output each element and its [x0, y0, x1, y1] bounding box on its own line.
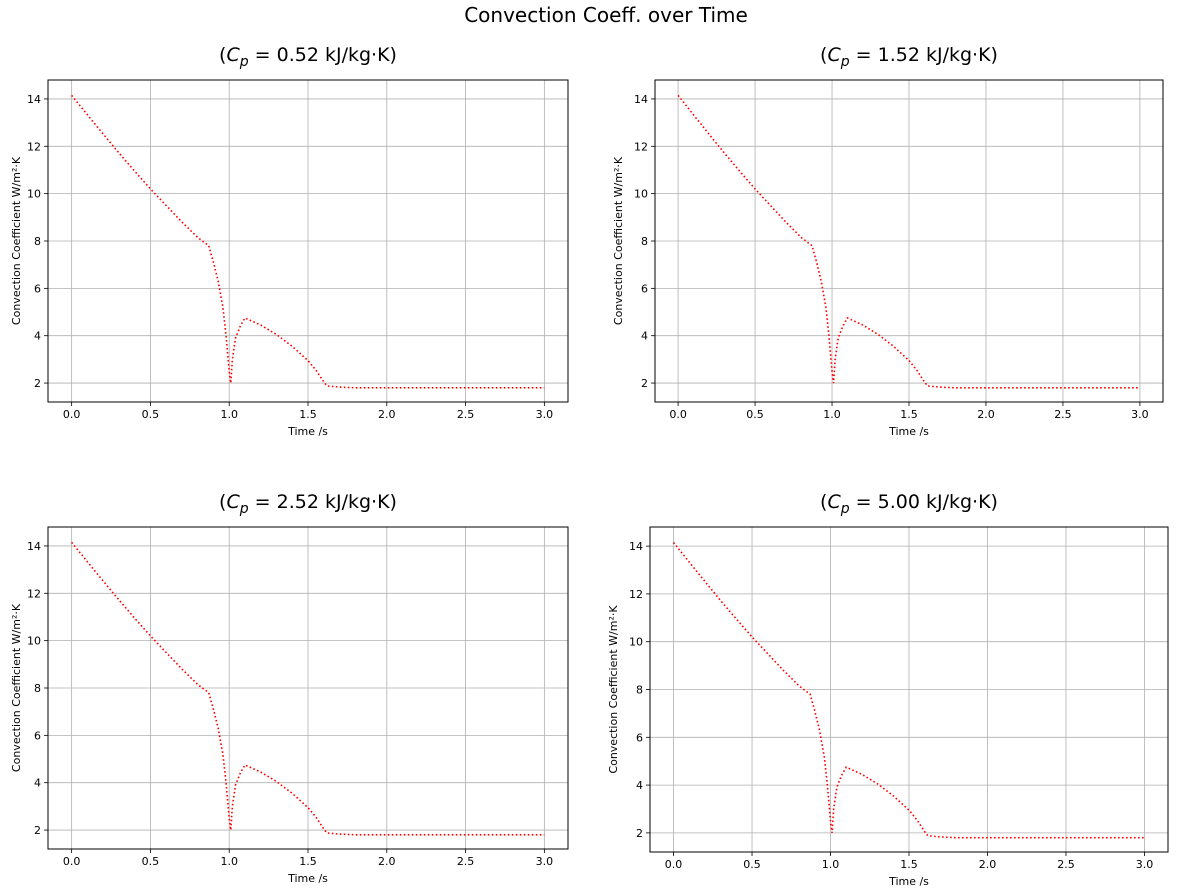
x-tick-label: 0.5 — [746, 408, 764, 421]
y-tick-label: 14 — [27, 93, 41, 106]
x-axis-label: Time /s — [888, 425, 929, 438]
y-tick-label: 14 — [629, 540, 643, 553]
y-axis-label: Convection Coefficient W/m²·K — [10, 156, 23, 325]
subplot-title: (Cp = 0.52 kJ/kg·K) — [219, 44, 397, 70]
y-tick-label: 10 — [634, 188, 648, 201]
x-tick-label: 1.5 — [900, 408, 918, 421]
x-axis-label: Time /s — [287, 872, 328, 885]
y-tick-label: 6 — [641, 282, 648, 295]
y-tick-label: 12 — [27, 587, 41, 600]
y-tick-label: 10 — [27, 188, 41, 201]
x-tick-label: 1.5 — [299, 408, 317, 421]
x-tick-label: 1.5 — [900, 858, 918, 871]
y-tick-label: 8 — [34, 682, 41, 695]
y-axis-label: Convection Coefficient W/m²·K — [607, 605, 620, 774]
x-tick-label: 3.0 — [536, 408, 554, 421]
x-tick-label: 0.5 — [142, 855, 160, 868]
y-tick-label: 12 — [27, 140, 41, 153]
x-tick-label: 2.0 — [378, 408, 396, 421]
y-tick-label: 4 — [636, 779, 643, 792]
x-tick-label: 3.0 — [1131, 408, 1149, 421]
y-tick-label: 2 — [641, 377, 648, 390]
y-tick-label: 6 — [34, 729, 41, 742]
x-tick-label: 1.5 — [299, 855, 317, 868]
y-tick-label: 14 — [27, 540, 41, 553]
x-tick-label: 0.5 — [142, 408, 160, 421]
figure-title: Convection Coeff. over Time — [464, 3, 748, 27]
y-tick-label: 6 — [636, 731, 643, 744]
x-axis-label: Time /s — [287, 425, 328, 438]
subplot-title: (Cp = 2.52 kJ/kg·K) — [219, 491, 397, 517]
x-tick-label: 1.0 — [220, 408, 238, 421]
x-tick-label: 2.0 — [979, 858, 997, 871]
x-tick-label: 1.0 — [823, 408, 841, 421]
x-tick-label: 1.0 — [220, 855, 238, 868]
x-tick-label: 3.0 — [536, 855, 554, 868]
y-tick-label: 8 — [34, 235, 41, 248]
x-tick-label: 2.5 — [457, 408, 475, 421]
y-tick-label: 4 — [34, 777, 41, 790]
y-tick-label: 10 — [629, 636, 643, 649]
y-tick-label: 4 — [34, 330, 41, 343]
x-tick-label: 3.0 — [1136, 858, 1154, 871]
y-tick-label: 2 — [34, 377, 41, 390]
x-tick-label: 0.0 — [63, 855, 81, 868]
x-tick-label: 2.0 — [977, 408, 995, 421]
x-tick-label: 0.0 — [669, 408, 687, 421]
x-tick-label: 2.5 — [457, 855, 475, 868]
y-axis-label: Convection Coefficient W/m²·K — [612, 156, 625, 325]
y-tick-label: 2 — [636, 827, 643, 840]
subplot-title: (Cp = 5.00 kJ/kg·K) — [820, 491, 998, 517]
x-tick-label: 0.0 — [665, 858, 683, 871]
series-line-1 — [672, 542, 1145, 839]
x-axis-label: Time /s — [888, 875, 929, 888]
y-tick-label: 8 — [641, 235, 648, 248]
x-tick-label: 2.5 — [1054, 408, 1072, 421]
y-tick-label: 4 — [641, 330, 648, 343]
y-tick-label: 8 — [636, 684, 643, 697]
series-line-1 — [677, 94, 1140, 389]
y-tick-label: 10 — [27, 635, 41, 648]
y-tick-label: 12 — [634, 140, 648, 153]
y-tick-label: 12 — [629, 588, 643, 601]
x-tick-label: 1.0 — [822, 858, 840, 871]
x-tick-label: 2.0 — [378, 855, 396, 868]
subplot-1: 0.0 0.5 1.0 1.5 2.0 2.5 3.0 2 4 6 8 10 12 14 Time /s Co… — [10, 44, 569, 438]
subplot-title: (Cp = 1.52 kJ/kg·K) — [820, 44, 998, 70]
subplot-3: 0.0 0.5 1.0 1.5 2.0 2.5 3.0 2 4 6 8 10 12 14 Time /s Co… — [10, 491, 569, 885]
subplot-4: 0.0 0.5 1.0 1.5 2.0 2.5 3.0 2 4 6 8 10 12 14 Time /s Co… — [607, 491, 1169, 888]
x-tick-label: 0.0 — [63, 408, 81, 421]
y-axis-label: Convection Coefficient W/m²·K — [10, 603, 23, 772]
y-tick-label: 6 — [34, 282, 41, 295]
y-tick-label: 14 — [634, 93, 648, 106]
x-tick-label: 2.5 — [1057, 858, 1075, 871]
x-tick-label: 0.5 — [743, 858, 761, 871]
subplot-2: 0.0 0.5 1.0 1.5 2.0 2.5 3.0 2 4 6 8 10 12 14 Time /s Co… — [612, 44, 1164, 438]
y-tick-label: 2 — [34, 824, 41, 837]
